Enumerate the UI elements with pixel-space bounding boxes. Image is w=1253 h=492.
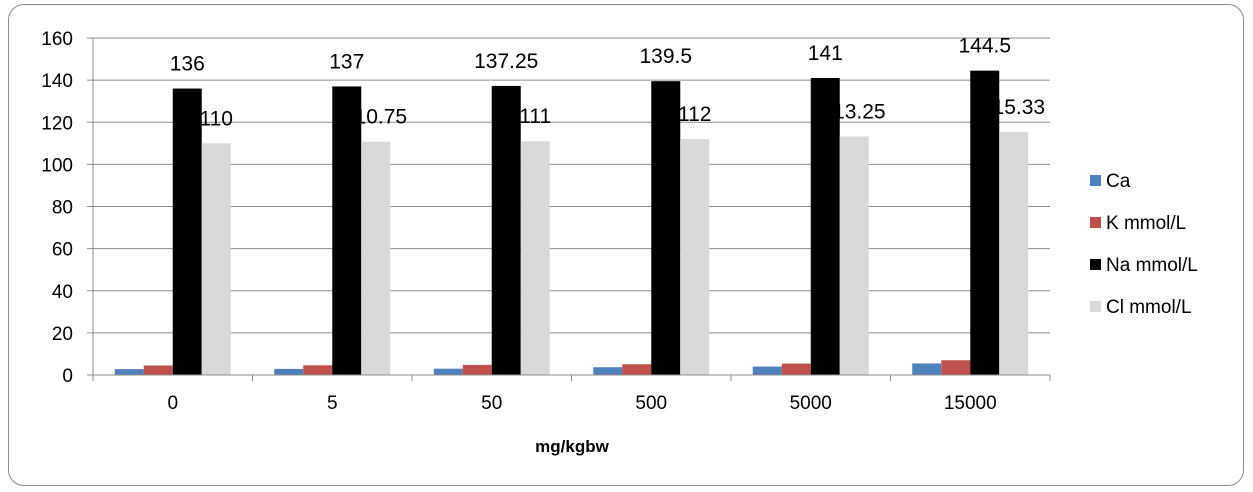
bars	[114, 70, 1029, 376]
y-tick-label: 160	[41, 29, 73, 50]
bar-k	[143, 365, 173, 375]
bar-cl	[201, 143, 231, 375]
bar-na	[651, 81, 681, 375]
y-tick-labels: 0 20 40 60 80 100 120 140 160	[41, 29, 73, 387]
bar-k	[462, 364, 492, 375]
data-label: 111	[519, 105, 551, 128]
bar-cl	[999, 132, 1029, 375]
legend: Ca K mmol/L Na mmol/L Cl mmol/L	[1090, 171, 1198, 318]
legend-label: Cl mmol/L	[1106, 297, 1192, 318]
data-label: 139.5	[639, 45, 692, 68]
y-tick-label: 140	[41, 71, 73, 92]
bar-k	[941, 360, 971, 375]
x-tick-label: 15000	[944, 393, 997, 414]
bar-ca	[593, 367, 623, 375]
y-tick-label: 100	[41, 155, 73, 176]
bar-ca	[752, 366, 782, 375]
bar-na	[172, 88, 202, 376]
y-tick-label: 40	[52, 282, 73, 303]
bar-ca	[274, 368, 304, 375]
bar-na	[332, 86, 362, 375]
x-tick-label: 50	[481, 393, 502, 414]
bar-ca	[433, 368, 463, 375]
data-label: 137.25	[474, 50, 538, 73]
legend-swatch	[1090, 301, 1101, 312]
data-label: 144.5	[958, 35, 1011, 58]
x-tick-label: 500	[635, 393, 667, 414]
bar-cl	[680, 139, 710, 375]
x-axis-title: mg/kgbw	[535, 437, 609, 456]
data-label: 141	[808, 42, 843, 65]
data-label: 110	[200, 107, 233, 130]
bar-ca	[912, 363, 942, 375]
data-label: 110.75	[344, 106, 407, 129]
y-tick-label: 120	[41, 113, 73, 134]
bar-cl	[361, 141, 391, 375]
y-tick-label: 60	[52, 240, 73, 261]
x-tick-labels: 0 5 50 500 5000 15000	[167, 393, 996, 414]
bar-na	[970, 70, 1000, 375]
data-label: 115.33	[982, 96, 1045, 119]
bar-na	[491, 85, 521, 376]
grid-lines	[93, 37, 1050, 334]
bar-cl	[520, 141, 550, 375]
data-label: 113.25	[823, 100, 886, 123]
legend-label: Na mmol/L	[1106, 255, 1198, 276]
bar-k	[622, 364, 652, 375]
bar-na	[810, 78, 840, 376]
bar-ca	[114, 369, 144, 375]
y-tick-label: 0	[62, 366, 73, 387]
legend-swatch	[1090, 217, 1101, 228]
legend-swatch	[1090, 175, 1101, 186]
data-labels: 136 110 137 110.75 137.25 111 139.5 112 141 113.2…	[170, 35, 1045, 131]
x-tick-label: 0	[167, 393, 178, 414]
bar-k	[781, 363, 811, 375]
bar-cl	[839, 136, 869, 375]
data-label: 136	[170, 53, 205, 76]
axes	[87, 37, 1051, 381]
x-tick-label: 5000	[790, 393, 832, 414]
bar-k	[303, 365, 333, 375]
y-tick-label: 80	[52, 198, 73, 219]
legend-label: Ca	[1106, 171, 1131, 192]
legend-swatch	[1090, 259, 1101, 270]
x-tick-label: 5	[327, 393, 338, 414]
legend-label: K mmol/L	[1106, 213, 1186, 234]
y-tick-label: 20	[52, 324, 73, 345]
data-label: 137	[329, 50, 364, 73]
data-label: 112	[678, 103, 711, 126]
